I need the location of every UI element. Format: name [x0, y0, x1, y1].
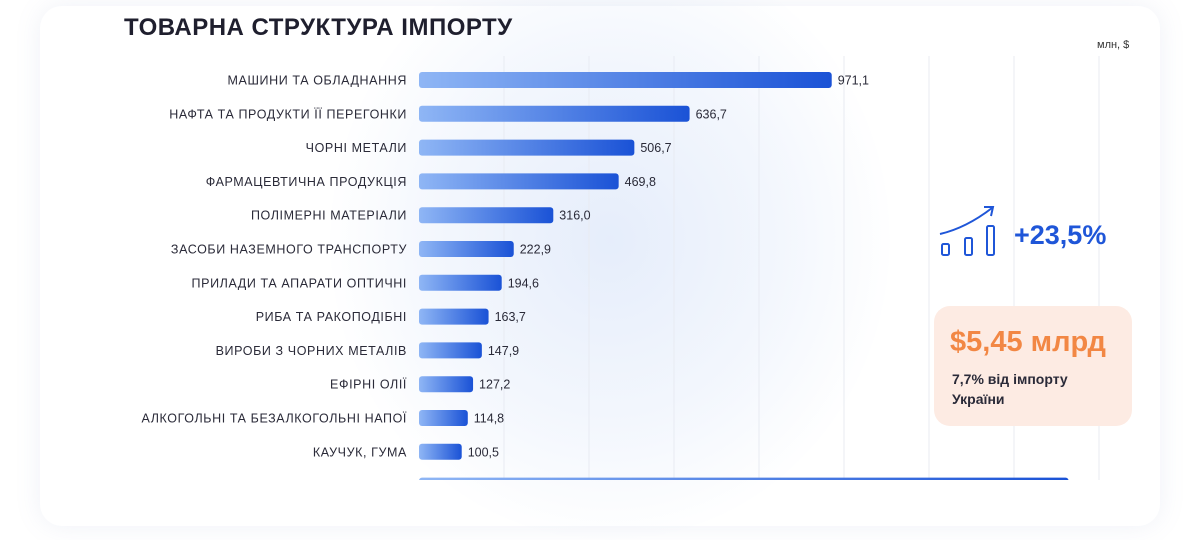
- value-label: 114,8: [474, 412, 504, 426]
- bars-group: МАШИНИ ТА ОБЛАДНАННЯ 971,1 НАФТА ТА ПРОДУК…: [142, 72, 1113, 480]
- category-label: ЗАСОБИ НАЗЕМНОГО ТРАНСПОРТУ: [171, 243, 407, 257]
- value-label: 506,7: [640, 141, 671, 155]
- unit-label: млн, $: [1097, 39, 1130, 51]
- value-label: 127,2: [479, 378, 510, 392]
- category-label: ФАРМАЦЕВТИЧНА ПРОДУКЦІЯ: [206, 175, 407, 189]
- bar: [419, 443, 462, 460]
- value-label: 163,7: [495, 310, 526, 324]
- value-label: 194,6: [508, 276, 539, 290]
- category-label: ПРИЛАДИ ТА АПАРАТИ ОПТИЧНІ: [192, 276, 407, 290]
- growth-indicator: +23,5%: [936, 204, 1136, 264]
- total-value: $5,45 млрд: [950, 326, 1106, 358]
- bar: [419, 274, 502, 291]
- bar: [419, 410, 468, 426]
- category-label: КАУЧУК, ГУМА: [313, 445, 407, 459]
- value-label: 469,8: [625, 175, 656, 189]
- value-label: 147,9: [488, 344, 519, 358]
- bar: [419, 72, 832, 88]
- bar: [419, 376, 474, 393]
- bar: [419, 342, 482, 359]
- category-label: МАШИНИ ТА ОБЛАДНАННЯ: [228, 74, 408, 88]
- total-note: 7,7% від імпорту України: [952, 371, 1068, 407]
- bar: [419, 207, 554, 224]
- category-label: ПОЛІМЕРНІ МАТЕРІАЛИ: [251, 209, 407, 223]
- bar: [419, 477, 1069, 480]
- total-box: $5,45 млрд 7,7% від імпорту України: [934, 306, 1132, 426]
- value-label: 222,9: [520, 243, 551, 257]
- page-title: ТОВАРНА СТРУКТУРА ІМПОРТУ: [124, 14, 513, 41]
- value-label: 316,0: [559, 209, 590, 223]
- value-label: 100,5: [468, 445, 499, 459]
- bar: [419, 308, 489, 325]
- bar: [419, 139, 635, 156]
- value-label: 636,7: [696, 107, 727, 121]
- bar: [419, 241, 514, 257]
- category-label: РИБА ТА РАКОПОДІБНІ: [256, 310, 407, 324]
- bar: [419, 105, 690, 122]
- growth-value: +23,5%: [1014, 220, 1107, 250]
- bar: [419, 173, 619, 190]
- category-label: АЛКОГОЛЬНІ ТА БЕЗАЛКОГОЛЬНІ НАПОЇ: [142, 412, 407, 426]
- growth-chart-icon: [939, 206, 995, 256]
- import-structure-chart: МАШИНИ ТА ОБЛАДНАННЯ 971,1 НАФТА ТА ПРОДУК…: [142, 56, 1113, 480]
- category-label: ЕФІРНІ ОЛІЇ: [330, 378, 407, 392]
- category-label: ВИРОБИ З ЧОРНИХ МЕТАЛІВ: [216, 344, 407, 358]
- category-label: НАФТА ТА ПРОДУКТИ ЇЇ ПЕРЕГОНКИ: [169, 107, 407, 121]
- value-label: 971,1: [838, 74, 869, 88]
- grid-lines: [503, 56, 1100, 480]
- category-label: ЧОРНІ МЕТАЛИ: [306, 141, 407, 155]
